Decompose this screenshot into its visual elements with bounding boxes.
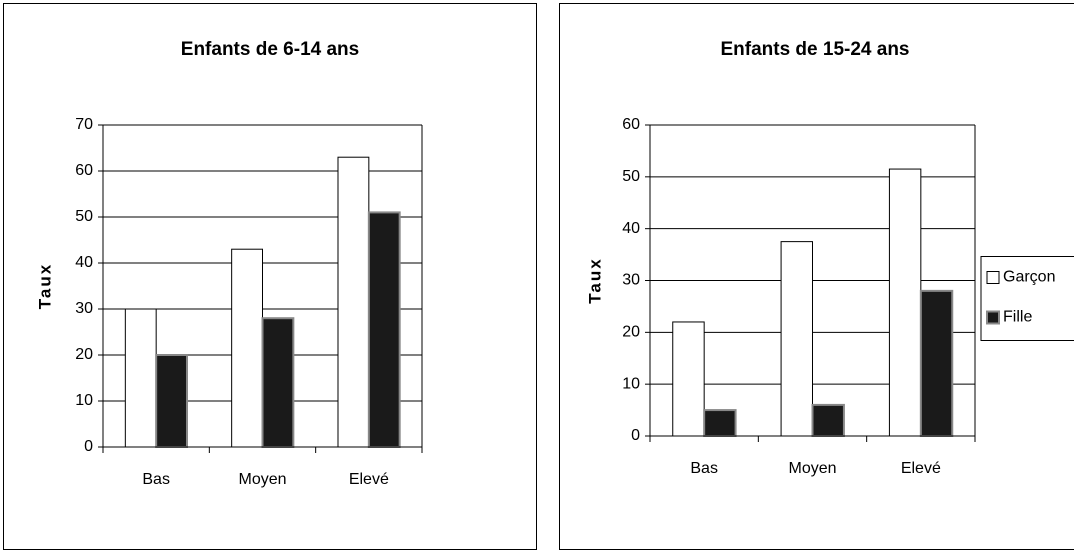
x-tick-label: Elevé xyxy=(901,460,941,477)
x-tick-label: Moyen xyxy=(788,460,836,477)
x-tick-label: Bas xyxy=(690,460,718,477)
y-tick-label: 60 xyxy=(75,162,93,179)
bar xyxy=(261,317,295,449)
y-tick-label: 20 xyxy=(622,324,640,341)
bar xyxy=(124,308,157,448)
y-tick-label: 50 xyxy=(622,168,640,185)
bar xyxy=(155,354,189,448)
bar xyxy=(919,289,954,437)
y-tick-label: 30 xyxy=(75,300,93,317)
bar xyxy=(888,168,922,437)
bar xyxy=(337,156,370,448)
y-tick-label: 70 xyxy=(75,116,93,133)
y-tick-label: 40 xyxy=(75,254,93,271)
chart-frame xyxy=(559,3,1074,550)
y-tick-label: 60 xyxy=(622,116,640,133)
y-tick-label: 0 xyxy=(84,438,93,455)
legend-frame xyxy=(980,256,1074,341)
chart-title: Enfants de 6-14 ans xyxy=(181,39,359,60)
bar xyxy=(703,409,737,438)
bar xyxy=(780,241,813,437)
y-axis-title: Taux xyxy=(585,257,604,303)
chart-frame xyxy=(3,3,537,550)
y-tick-label: 20 xyxy=(75,346,93,363)
legend-label: Garçon xyxy=(1003,269,1055,286)
y-tick-label: 10 xyxy=(75,392,93,409)
bar xyxy=(811,403,845,437)
legend-swatch xyxy=(986,310,1000,325)
y-axis-title: Taux xyxy=(35,263,54,309)
y-tick-label: 50 xyxy=(75,208,93,225)
y-tick-label: 30 xyxy=(622,272,640,289)
x-tick-label: Bas xyxy=(142,471,170,488)
bar xyxy=(367,211,401,448)
chart-title: Enfants de 15-24 ans xyxy=(720,39,909,60)
legend-swatch xyxy=(986,271,1000,284)
bar xyxy=(672,321,705,437)
y-tick-label: 10 xyxy=(622,375,640,392)
y-tick-label: 0 xyxy=(631,427,640,444)
x-tick-label: Elevé xyxy=(349,471,389,488)
legend-label: Fille xyxy=(1003,309,1032,326)
x-tick-label: Moyen xyxy=(238,471,286,488)
y-tick-label: 40 xyxy=(622,220,640,237)
bar xyxy=(231,248,263,448)
